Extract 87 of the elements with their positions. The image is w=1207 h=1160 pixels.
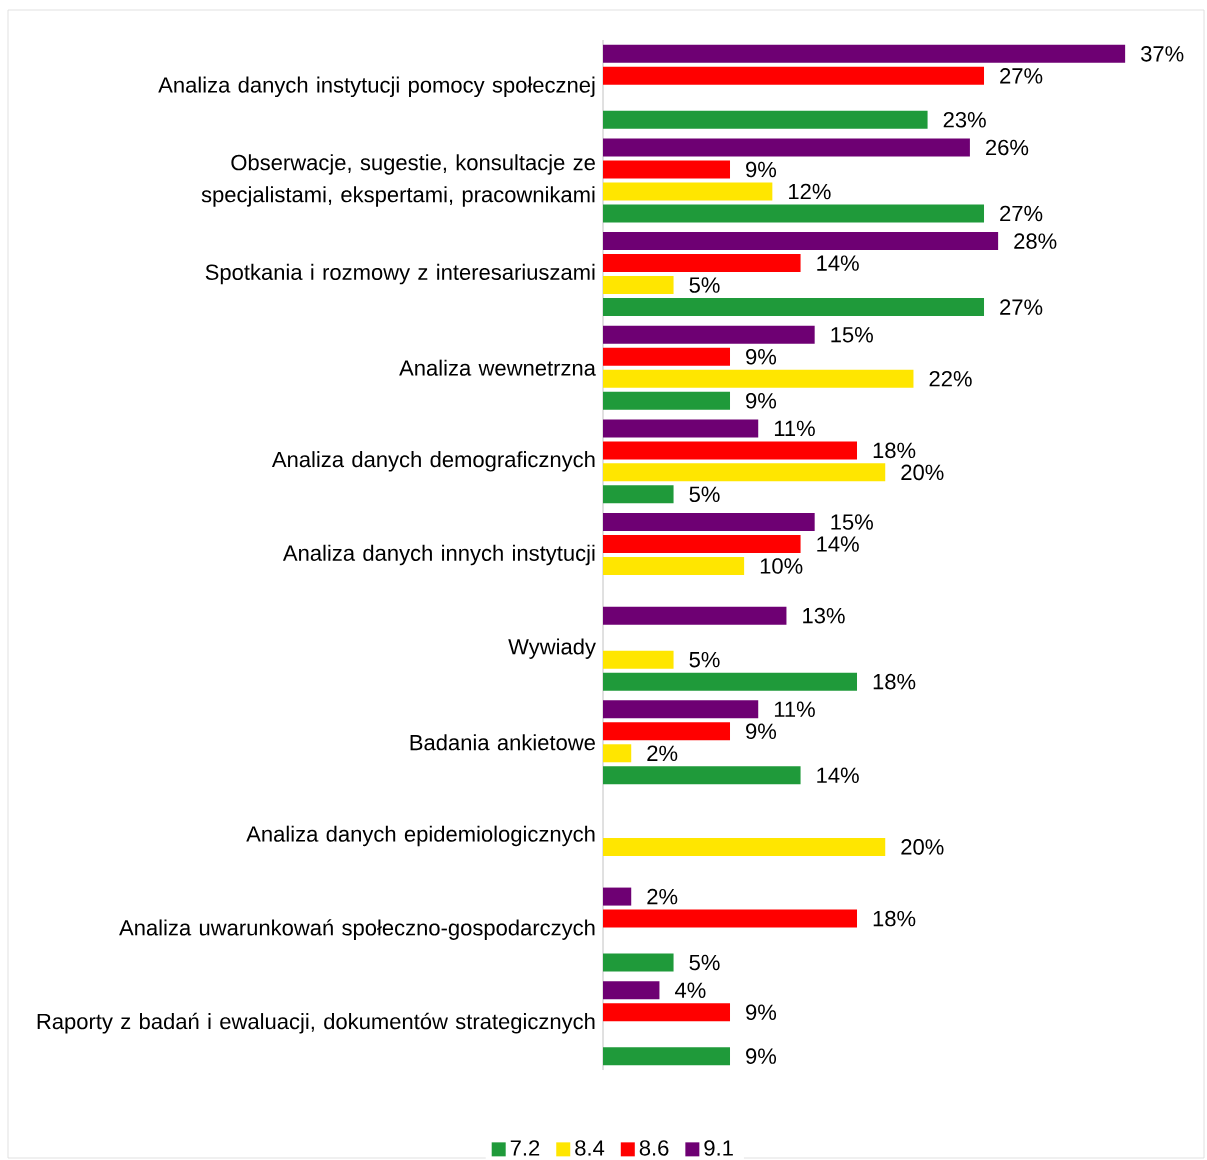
bar xyxy=(603,160,731,179)
bar xyxy=(603,513,815,532)
bar xyxy=(603,837,886,856)
legend-label: 7.2 xyxy=(510,1140,540,1156)
data-label: 20% xyxy=(901,464,944,481)
bar xyxy=(603,672,858,691)
bar xyxy=(603,419,759,438)
data-label: 10% xyxy=(760,558,803,574)
bar xyxy=(603,138,970,157)
data-label: 9% xyxy=(746,348,777,365)
y-tick-label: Wywiady xyxy=(508,638,596,659)
y-tick-label: Analiza danych innych instytucji xyxy=(282,544,595,566)
data-label: 4% xyxy=(674,982,706,998)
data-label: 5% xyxy=(689,277,720,293)
data-label: 23% xyxy=(943,112,986,128)
data-label: 15% xyxy=(831,514,873,530)
bar xyxy=(603,953,674,972)
data-label: 9% xyxy=(746,392,777,409)
data-label: 22% xyxy=(929,370,972,387)
y-tick-label: Badania ankietowe xyxy=(410,734,595,751)
data-label: 18% xyxy=(873,673,916,690)
data-label: 27% xyxy=(1000,68,1043,84)
bar xyxy=(603,722,731,741)
legend-label: 9.1 xyxy=(704,1140,733,1156)
y-tick-label: Analiza uwarunkowań społeczno-gospodarczych xyxy=(119,919,595,940)
bar xyxy=(603,254,801,273)
bar xyxy=(603,66,985,85)
bar xyxy=(603,369,914,388)
legend-label: 8.6 xyxy=(639,1140,669,1156)
bar xyxy=(603,347,731,366)
data-label: 18% xyxy=(873,910,916,927)
data-label: 27% xyxy=(1000,205,1043,222)
data-label: 15% xyxy=(831,327,873,343)
data-label: 5% xyxy=(689,486,720,503)
bar xyxy=(603,325,815,344)
data-label: 2% xyxy=(647,888,678,905)
data-label: 28% xyxy=(1014,233,1057,249)
data-label: 5% xyxy=(689,954,720,971)
data-label: 5% xyxy=(689,651,720,668)
data-label: 2% xyxy=(647,745,678,762)
data-label: 9% xyxy=(746,1048,777,1064)
bar xyxy=(603,1047,731,1066)
data-label: 27% xyxy=(1000,299,1043,315)
bar xyxy=(603,744,632,763)
data-label: 9% xyxy=(746,1004,777,1020)
y-tick-label: Analiza danych demograficznych xyxy=(271,451,595,472)
bar xyxy=(603,485,674,504)
bar xyxy=(603,700,759,719)
data-label: 14% xyxy=(817,767,859,783)
bar xyxy=(603,1003,731,1022)
bar xyxy=(603,557,745,575)
legend-label: 8.4 xyxy=(575,1140,605,1156)
data-label: 14% xyxy=(817,536,859,552)
bar xyxy=(603,650,674,669)
bar xyxy=(603,182,773,201)
y-tick-label: Obserwacje, sugestie, konsultacje ze specjalistami, ekspertami, pracownikami xyxy=(201,154,595,207)
y-tick-label: Spotkania i rozmowy z interesariuszami xyxy=(205,263,595,285)
data-label: 9% xyxy=(746,161,777,178)
bar xyxy=(603,110,928,129)
data-label: 12% xyxy=(789,183,831,200)
data-label: 37% xyxy=(1141,46,1184,62)
data-label: 13% xyxy=(803,607,845,624)
y-tick-label: Analiza danych instytucji pomocy społecznej xyxy=(158,76,595,98)
y-tick-label: Raporty z badań i ewaluacji, dokumentów strategicznych xyxy=(37,1012,595,1034)
data-label: 18% xyxy=(873,442,916,459)
data-label: 11% xyxy=(774,701,815,717)
y-tick-label: Analiza danych epidemiologicznych xyxy=(246,825,595,847)
data-label: 20% xyxy=(901,839,944,855)
data-label: 11% xyxy=(774,420,815,437)
bar xyxy=(603,44,1126,63)
bar xyxy=(603,606,787,625)
bar xyxy=(603,535,801,554)
data-label: 9% xyxy=(746,723,777,740)
y-tick-label: Analiza wewnetrzna xyxy=(399,359,596,376)
bar xyxy=(603,463,886,482)
bar xyxy=(603,204,985,223)
bar xyxy=(603,391,731,410)
bar xyxy=(603,276,674,295)
bar xyxy=(603,298,985,317)
bar xyxy=(603,909,858,928)
bar xyxy=(603,887,632,906)
bar xyxy=(603,232,999,251)
data-label: 26% xyxy=(986,139,1029,156)
bar xyxy=(603,441,858,460)
bar xyxy=(603,981,660,1000)
data-label: 14% xyxy=(817,255,859,271)
bar xyxy=(603,766,801,785)
